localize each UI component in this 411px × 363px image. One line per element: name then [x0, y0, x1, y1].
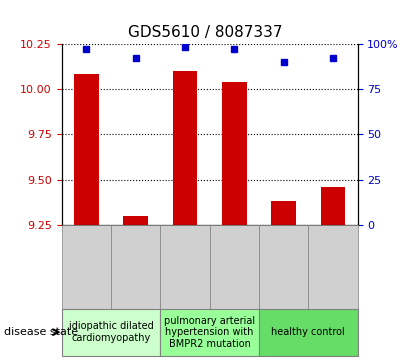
Bar: [222, 82, 247, 225]
Text: idiopathic dilated
cardiomyopathy: idiopathic dilated cardiomyopathy: [69, 321, 153, 343]
Text: GDS5610 / 8087337: GDS5610 / 8087337: [128, 25, 283, 40]
Text: healthy control: healthy control: [271, 327, 345, 337]
Bar: [123, 216, 148, 225]
Bar: [74, 74, 99, 225]
Bar: [321, 187, 345, 225]
Bar: [271, 201, 296, 225]
Legend: transformed count, percentile rank within the sample: transformed count, percentile rank withi…: [115, 360, 305, 363]
Bar: [173, 71, 197, 225]
Text: pulmonary arterial
hypertension with
BMPR2 mutation: pulmonary arterial hypertension with BMP…: [164, 315, 255, 349]
Text: disease state: disease state: [4, 327, 78, 337]
